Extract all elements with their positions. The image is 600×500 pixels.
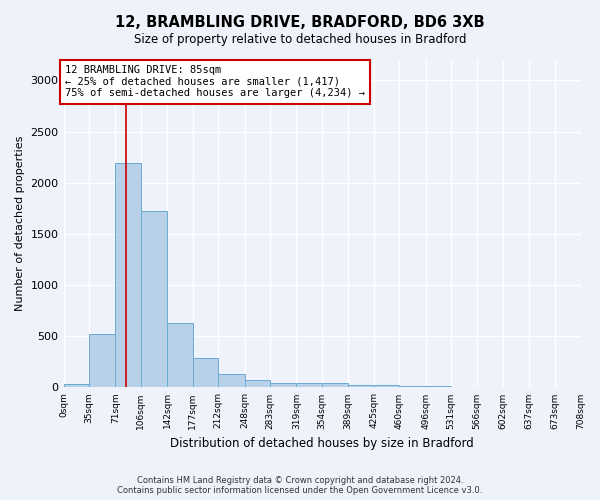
Bar [477, 387, 503, 388]
Bar [529, 387, 555, 388]
Y-axis label: Number of detached properties: Number of detached properties [15, 136, 25, 312]
Bar [245, 380, 270, 388]
Bar [167, 323, 193, 388]
Bar [426, 386, 451, 388]
Bar [193, 358, 218, 388]
X-axis label: Distribution of detached houses by size in Bradford: Distribution of detached houses by size … [170, 437, 474, 450]
Bar [64, 384, 89, 388]
Bar [115, 164, 141, 388]
Bar [89, 334, 115, 388]
Bar [270, 383, 296, 388]
Bar [503, 387, 529, 388]
Bar [296, 384, 322, 388]
Text: Contains HM Land Registry data © Crown copyright and database right 2024.
Contai: Contains HM Land Registry data © Crown c… [118, 476, 482, 495]
Text: 12, BRAMBLING DRIVE, BRADFORD, BD6 3XB: 12, BRAMBLING DRIVE, BRADFORD, BD6 3XB [115, 15, 485, 30]
Text: Size of property relative to detached houses in Bradford: Size of property relative to detached ho… [134, 32, 466, 46]
Bar [555, 387, 581, 388]
Bar [374, 386, 400, 388]
Bar [347, 385, 374, 388]
Bar [218, 374, 245, 388]
Bar [451, 386, 477, 388]
Text: 12 BRAMBLING DRIVE: 85sqm
← 25% of detached houses are smaller (1,417)
75% of se: 12 BRAMBLING DRIVE: 85sqm ← 25% of detac… [65, 65, 365, 98]
Bar [400, 386, 426, 388]
Bar [141, 212, 167, 388]
Bar [322, 384, 347, 388]
